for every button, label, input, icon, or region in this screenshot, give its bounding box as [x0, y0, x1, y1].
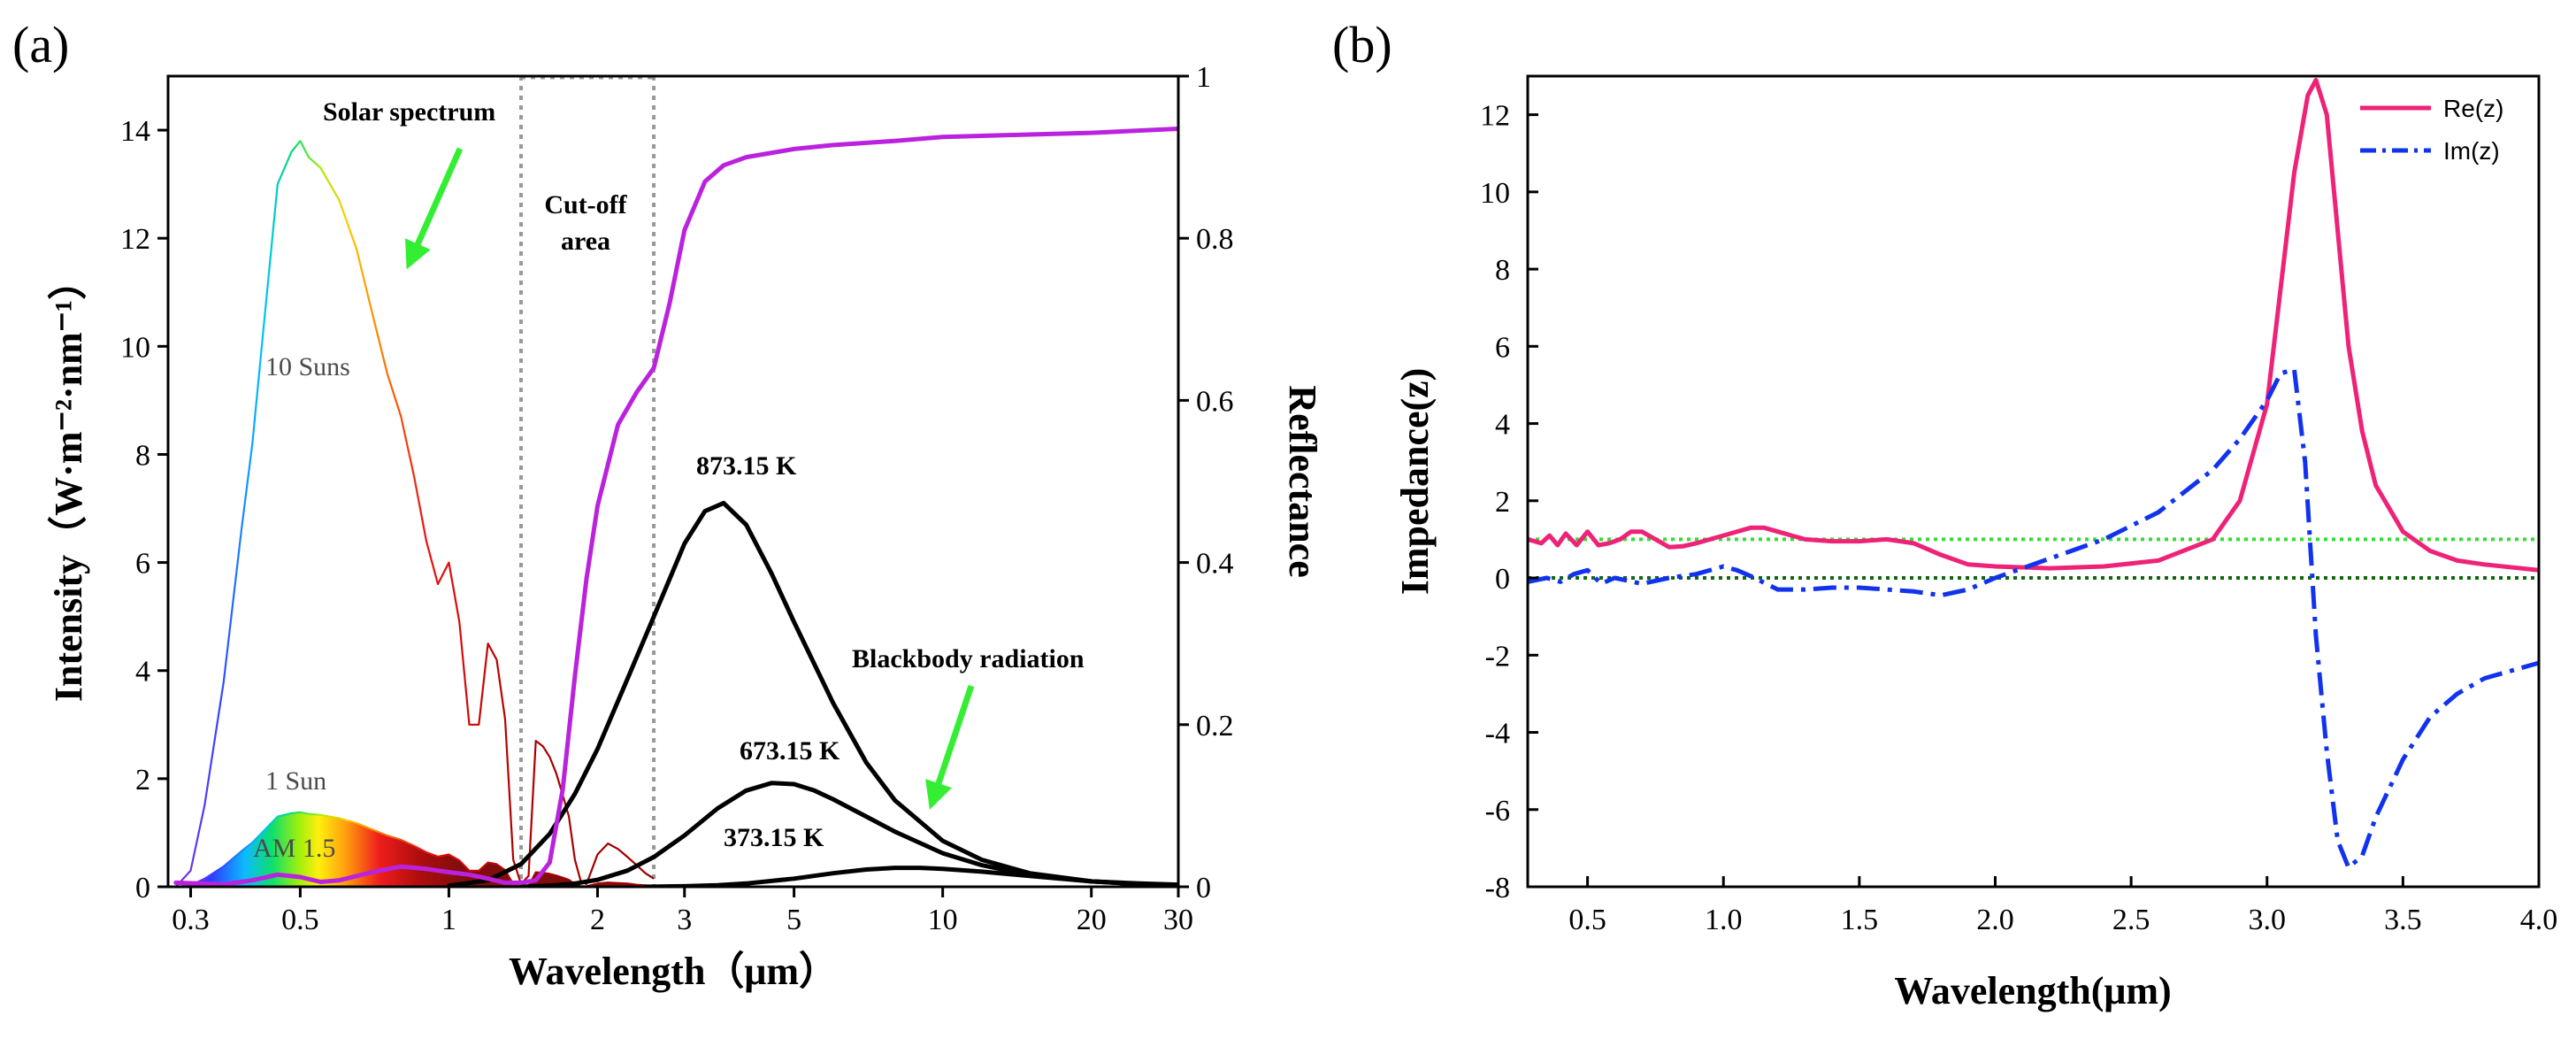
y-tick-label: 14 [120, 115, 150, 148]
x-tick-label: 1.0 [1705, 904, 1743, 936]
y2-tick-label: 0 [1196, 872, 1211, 904]
y2-tick-label: 0.4 [1196, 548, 1234, 581]
panel-a-y2-ticks: 0 0.2 0.4 0.6 0.8 1 [1178, 61, 1234, 904]
series-reflectance [173, 127, 1178, 887]
panel-b: (b) 0.5 1.0 1.5 2.0 2.5 3.0 3.5 4.0 -8 -6 -4 -2 0 2 4… [1332, 16, 2557, 1012]
x-tick-label: 1.5 [1841, 904, 1879, 936]
x-tick-label: 0.5 [281, 904, 319, 936]
panel-a-frame [166, 74, 1180, 889]
panel-b-x-axis-title: Wavelength(μm) [1894, 969, 2171, 1012]
arrow-blackbody-icon [925, 684, 975, 810]
y2-tick-label: 0.6 [1196, 385, 1234, 418]
label-373-k: 373.15 K [724, 823, 824, 852]
panel-b-label: (b) [1332, 16, 1392, 73]
x-tick-label: 4.0 [2520, 904, 2558, 936]
legend: Re(z) Im(z) [2360, 95, 2503, 165]
y-tick-label: 2 [1495, 486, 1510, 519]
annotation-solar-spectrum: Solar spectrum [323, 97, 495, 127]
x-tick-label: 2.5 [2112, 904, 2150, 936]
y-tick-label: 6 [1495, 331, 1510, 364]
annotation-one-sun: 1 Sun [265, 766, 326, 796]
series-873-15-k [446, 500, 1178, 887]
y-tick-label: -8 [1485, 872, 1510, 904]
panel-a-x-axis-title: Wavelength（μm） [509, 950, 838, 993]
arrow-solar-spectrum-icon [404, 147, 464, 270]
x-tick-label: 0.5 [1568, 904, 1606, 936]
x-tick-label: 2.0 [1976, 904, 2014, 936]
x-tick-label: 30 [1163, 904, 1193, 936]
panel-b-y-axis-title: Impedance(z) [1393, 368, 1437, 596]
y-tick-label: 12 [120, 223, 150, 256]
panel-b-series [1528, 77, 2539, 870]
annotation-am15: AM 1.5 [253, 834, 335, 863]
annotation-cutoff-2: area [561, 227, 610, 256]
panel-b-x-ticks: 0.5 1.0 1.5 2.0 2.5 3.0 3.5 4.0 [1568, 876, 2557, 936]
annotation-blackbody: Blackbody radiation [852, 644, 1085, 673]
y-tick-label: 6 [135, 548, 150, 581]
x-tick-label: 0.3 [172, 904, 210, 936]
label-673-k: 673.15 K [740, 736, 840, 766]
y-tick-label: -2 [1485, 640, 1510, 673]
x-tick-label: 5 [786, 904, 801, 936]
x-tick-label: 3 [677, 904, 692, 936]
y-tick-label: -4 [1485, 718, 1510, 750]
panel-a-series [173, 127, 1178, 887]
legend-re-label: Re(z) [2443, 95, 2503, 122]
x-tick-label: 3.0 [2248, 904, 2286, 936]
x-tick-label: 1 [441, 904, 456, 936]
y-tick-label: 10 [1480, 177, 1510, 210]
annotation-ten-suns: 10 Suns [265, 352, 350, 381]
y-tick-label: 10 [120, 331, 150, 364]
x-tick-label: 3.5 [2384, 904, 2422, 936]
y2-tick-label: 0.8 [1196, 223, 1234, 256]
panel-a-x-ticks: 0.3 0.5 1 2 3 5 10 20 30 [172, 887, 1193, 936]
y-tick-label: 4 [1495, 409, 1510, 442]
panel-a-label: (a) [12, 16, 69, 73]
label-873-k: 873.15 K [696, 451, 797, 481]
x-tick-label: 10 [928, 904, 958, 936]
series-am-1-5-1-sun-fill [175, 812, 655, 887]
annotation-cutoff-1: Cut-off [544, 190, 627, 219]
y-tick-label: 4 [135, 656, 150, 689]
y-tick-label: 12 [1480, 100, 1510, 133]
panel-b-reference-lines [1528, 537, 2539, 581]
panel-b-y-ticks: -8 -6 -4 -2 0 2 4 6 8 10 12 [1480, 100, 1538, 904]
panel-b-frame [1526, 74, 2541, 889]
y-tick-label: 2 [135, 764, 150, 797]
y-tick-label: 8 [1495, 254, 1510, 287]
series-673-15-k [518, 781, 1178, 887]
panel-a-y2-axis-title: Reflectance [1281, 385, 1324, 577]
y-tick-label: 8 [135, 439, 150, 472]
y2-tick-label: 0.2 [1196, 710, 1234, 743]
cutoff-area [519, 76, 656, 887]
x-tick-label: 2 [590, 904, 605, 936]
panel-a-y-ticks: 0 2 4 6 8 10 12 14 [120, 115, 168, 904]
legend-im-label: Im(z) [2443, 137, 2500, 165]
series-im-z [1528, 367, 2539, 870]
y-tick-label: 0 [1495, 563, 1510, 596]
panel-a-y-axis-title: Intensity（W·m⁻²·nm⁻¹） [47, 261, 90, 702]
series-re-z [1528, 77, 2539, 573]
x-tick-label: 20 [1077, 904, 1107, 936]
y-tick-label: 0 [135, 872, 150, 904]
y2-tick-label: 1 [1196, 61, 1211, 94]
series-373-15-k [643, 866, 1178, 887]
y-tick-label: -6 [1485, 795, 1510, 827]
